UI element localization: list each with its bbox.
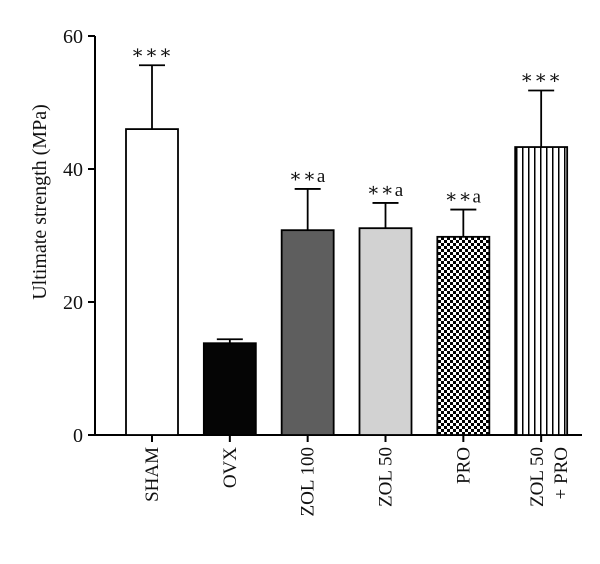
bar — [514, 146, 569, 436]
category-label-line: SHAM — [142, 447, 163, 502]
category-label: ZOL 100 — [298, 447, 319, 516]
category-label: ZOL 50 — [376, 447, 397, 507]
category-label: PRO — [453, 447, 474, 484]
x-axis — [94, 434, 582, 442]
bars: ∗∗∗ ∗∗a ∗∗a ∗∗a ∗∗∗ — [125, 42, 569, 436]
significance-label: ∗∗a — [445, 187, 482, 208]
y-axis-label: Ultimate strength (MPa) — [29, 104, 51, 300]
category-label-line: + PRO — [551, 447, 572, 499]
bar — [125, 128, 179, 436]
bar — [280, 229, 335, 436]
significance-label: ∗∗a — [289, 166, 326, 187]
category-labels: SHAM OVX ZOL 100 ZOL 50 PRO ZOL 50 + PRO — [142, 447, 572, 517]
category-label-line: ZOL 50 — [376, 447, 397, 507]
y-tick-label: 40 — [63, 159, 83, 181]
category-label-line: ZOL 100 — [298, 447, 319, 516]
significance-label: ∗∗∗ — [131, 42, 173, 63]
category-label: ZOL 50 + PRO — [527, 447, 572, 507]
significance-label: ∗∗a — [367, 180, 404, 201]
y-tick-label: 20 — [63, 292, 83, 314]
bar — [358, 227, 413, 436]
category-label: OVX — [220, 447, 241, 488]
y-tick-label: 60 — [63, 26, 83, 48]
bar — [436, 235, 491, 436]
category-label-line: PRO — [453, 447, 474, 484]
category-label-line: ZOL 50 — [527, 447, 548, 507]
significance-label: ∗∗∗ — [520, 68, 562, 89]
category-label-line: OVX — [220, 447, 241, 488]
bar — [202, 342, 257, 436]
y-axis: 0 20 40 60 — [63, 26, 96, 447]
y-tick-label: 0 — [73, 425, 83, 447]
category-label: SHAM — [142, 447, 163, 502]
